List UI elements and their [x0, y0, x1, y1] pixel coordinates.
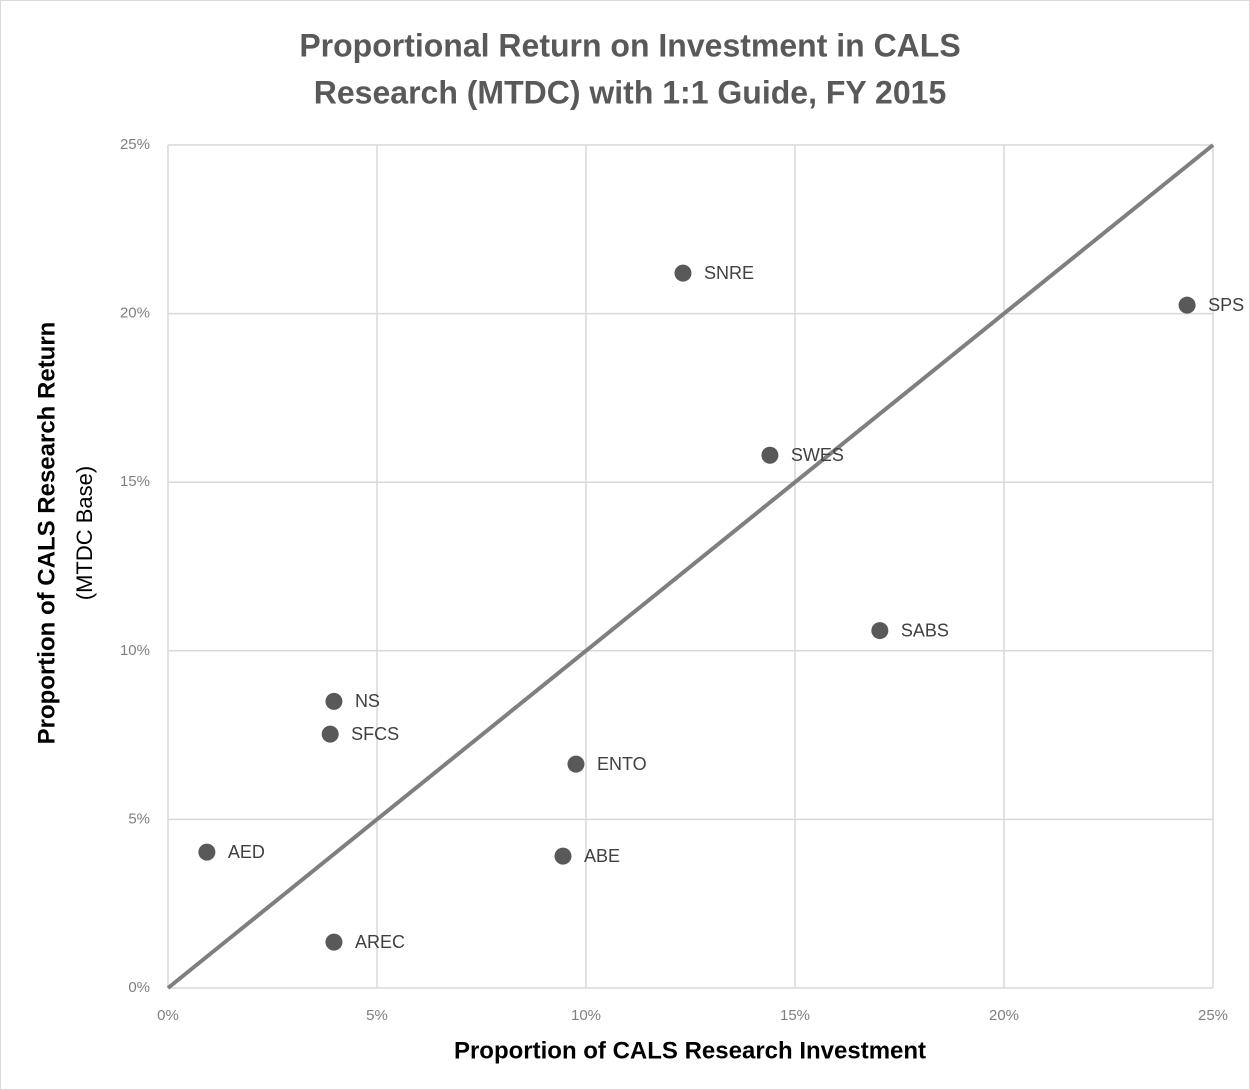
point-label: ENTO: [597, 754, 647, 774]
point-label: SPS: [1208, 295, 1244, 315]
y-axis-title: Proportion of CALS Research Return: [33, 322, 60, 745]
chart-title: Research (MTDC) with 1:1 Guide, FY 2015: [314, 74, 946, 110]
point: [1178, 296, 1196, 314]
point: [761, 446, 779, 464]
point-label: SWES: [791, 445, 844, 465]
x-tick-label: 0%: [157, 1007, 179, 1024]
point: [198, 843, 216, 861]
point: [871, 622, 889, 640]
y-axis-subtitle: (MTDC Base): [72, 466, 97, 600]
x-tick-label: 5%: [366, 1007, 388, 1024]
point: [554, 847, 572, 865]
point: [325, 933, 343, 951]
point-label: NS: [355, 691, 380, 711]
x-tick-label: 20%: [989, 1007, 1019, 1024]
point-label: SABS: [901, 620, 949, 640]
point: [674, 264, 692, 282]
point-label: SNRE: [704, 263, 754, 283]
y-tick-label: 10%: [120, 642, 150, 659]
point-label: SFCS: [351, 724, 399, 744]
point-label: AED: [228, 842, 265, 862]
x-axis-title: Proportion of CALS Research Investment: [454, 1037, 926, 1064]
point: [325, 692, 343, 710]
guide-line: [166, 143, 1215, 990]
x-tick-label: 15%: [780, 1007, 810, 1024]
point: [321, 725, 339, 743]
point: [567, 755, 585, 773]
point-label: AREC: [355, 932, 405, 952]
y-tick-label: 25%: [120, 136, 150, 153]
y-tick-label: 5%: [128, 810, 150, 827]
y-tick-label: 0%: [128, 979, 150, 996]
y-tick-label: 20%: [120, 305, 150, 322]
chart-title: Proportional Return on Investment in CAL…: [299, 27, 960, 63]
x-tick-label: 10%: [571, 1007, 601, 1024]
x-tick-label: 25%: [1198, 1007, 1228, 1024]
y-tick-label: 15%: [120, 473, 150, 490]
point-label: ABE: [584, 846, 620, 866]
